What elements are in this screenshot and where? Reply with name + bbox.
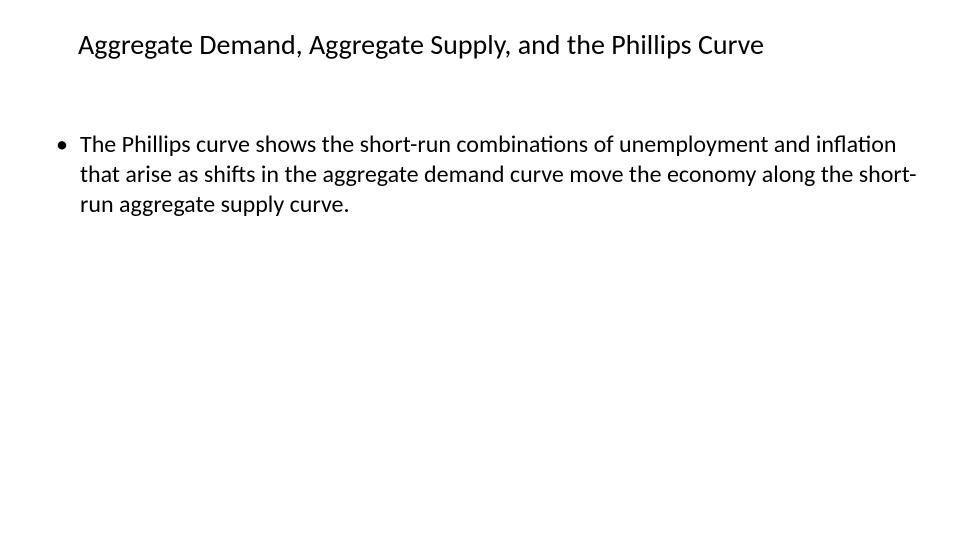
- slide-body: The Phillips curve shows the short-run c…: [48, 130, 920, 220]
- slide-title: Aggregate Demand, Aggregate Supply, and …: [78, 28, 920, 62]
- bullet-item: The Phillips curve shows the short-run c…: [48, 130, 920, 220]
- bullet-list: The Phillips curve shows the short-run c…: [48, 130, 920, 220]
- slide: Aggregate Demand, Aggregate Supply, and …: [0, 0, 960, 540]
